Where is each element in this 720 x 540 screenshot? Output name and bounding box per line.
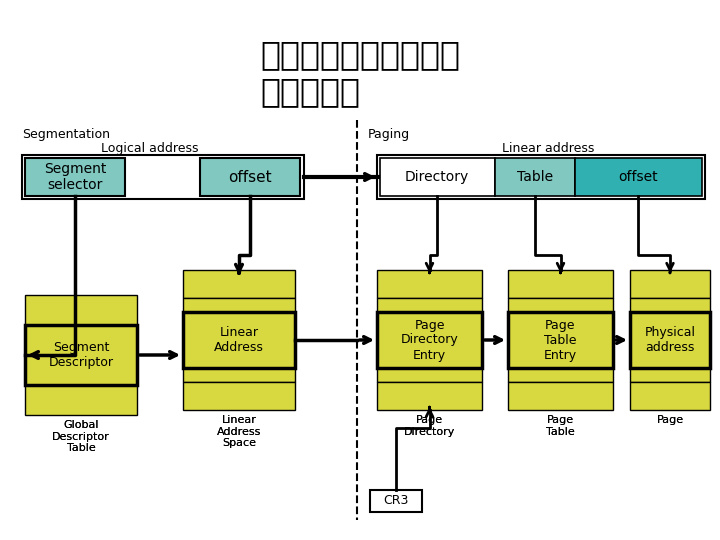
Text: Page
Table: Page Table <box>546 415 575 437</box>
Text: Segment
selector: Segment selector <box>44 162 106 192</box>
Text: Segmentation: Segmentation <box>22 128 110 141</box>
Bar <box>377 354 482 382</box>
Bar <box>22 155 304 199</box>
Bar <box>495 158 575 196</box>
Bar <box>508 312 613 368</box>
Bar <box>630 312 710 368</box>
Bar <box>575 158 702 196</box>
Text: CR3: CR3 <box>383 495 409 508</box>
Text: Linear
Address
Space: Linear Address Space <box>217 415 261 448</box>
Bar <box>183 298 295 326</box>
Bar <box>25 325 137 385</box>
Bar <box>370 490 422 512</box>
Bar <box>377 312 482 368</box>
Bar <box>377 326 482 354</box>
Bar <box>200 158 300 196</box>
Bar <box>508 382 613 410</box>
Text: Page: Page <box>657 415 683 425</box>
Bar <box>25 295 137 325</box>
Bar <box>508 354 613 382</box>
Bar <box>377 155 705 199</box>
Bar <box>183 354 295 382</box>
Bar <box>630 326 710 354</box>
Bar <box>377 382 482 410</box>
Text: Segment
Descriptor: Segment Descriptor <box>48 341 114 369</box>
Text: Linear
Address: Linear Address <box>214 326 264 354</box>
Text: Paging: Paging <box>368 128 410 141</box>
Text: ページング: ページング <box>260 75 360 108</box>
Bar <box>25 385 137 415</box>
Text: Page
Directory
Entry: Page Directory Entry <box>400 319 459 361</box>
Bar <box>183 312 295 368</box>
Bar <box>25 158 125 196</box>
Bar <box>508 298 613 326</box>
Bar <box>630 298 710 326</box>
Text: offset: offset <box>228 170 272 185</box>
Bar <box>25 325 137 355</box>
Text: セグメンテーションと: セグメンテーションと <box>260 38 460 71</box>
Bar <box>377 270 482 298</box>
Bar <box>377 298 482 326</box>
Bar <box>630 270 710 298</box>
Text: Linear address: Linear address <box>502 142 594 155</box>
Text: Page: Page <box>657 415 683 425</box>
Bar <box>508 270 613 298</box>
Bar <box>630 354 710 382</box>
Bar <box>380 158 495 196</box>
Text: Page
Directory: Page Directory <box>404 415 455 437</box>
Bar <box>183 270 295 298</box>
Text: Page
Directory: Page Directory <box>404 415 455 437</box>
Bar <box>630 382 710 410</box>
Text: Page
Table: Page Table <box>546 415 575 437</box>
Text: Table: Table <box>517 170 553 184</box>
Text: Physical
address: Physical address <box>644 326 696 354</box>
Bar <box>508 326 613 354</box>
Text: offset: offset <box>618 170 658 184</box>
Bar <box>183 382 295 410</box>
Bar <box>25 355 137 385</box>
Text: Page
Table
Entry: Page Table Entry <box>544 319 577 361</box>
Text: Global
Descriptor
Table: Global Descriptor Table <box>52 420 110 453</box>
Bar <box>183 326 295 354</box>
Text: Linear
Address
Space: Linear Address Space <box>217 415 261 448</box>
Text: Logical address: Logical address <box>102 142 199 155</box>
Text: Directory: Directory <box>405 170 469 184</box>
Text: Global
Descriptor
Table: Global Descriptor Table <box>52 420 110 453</box>
